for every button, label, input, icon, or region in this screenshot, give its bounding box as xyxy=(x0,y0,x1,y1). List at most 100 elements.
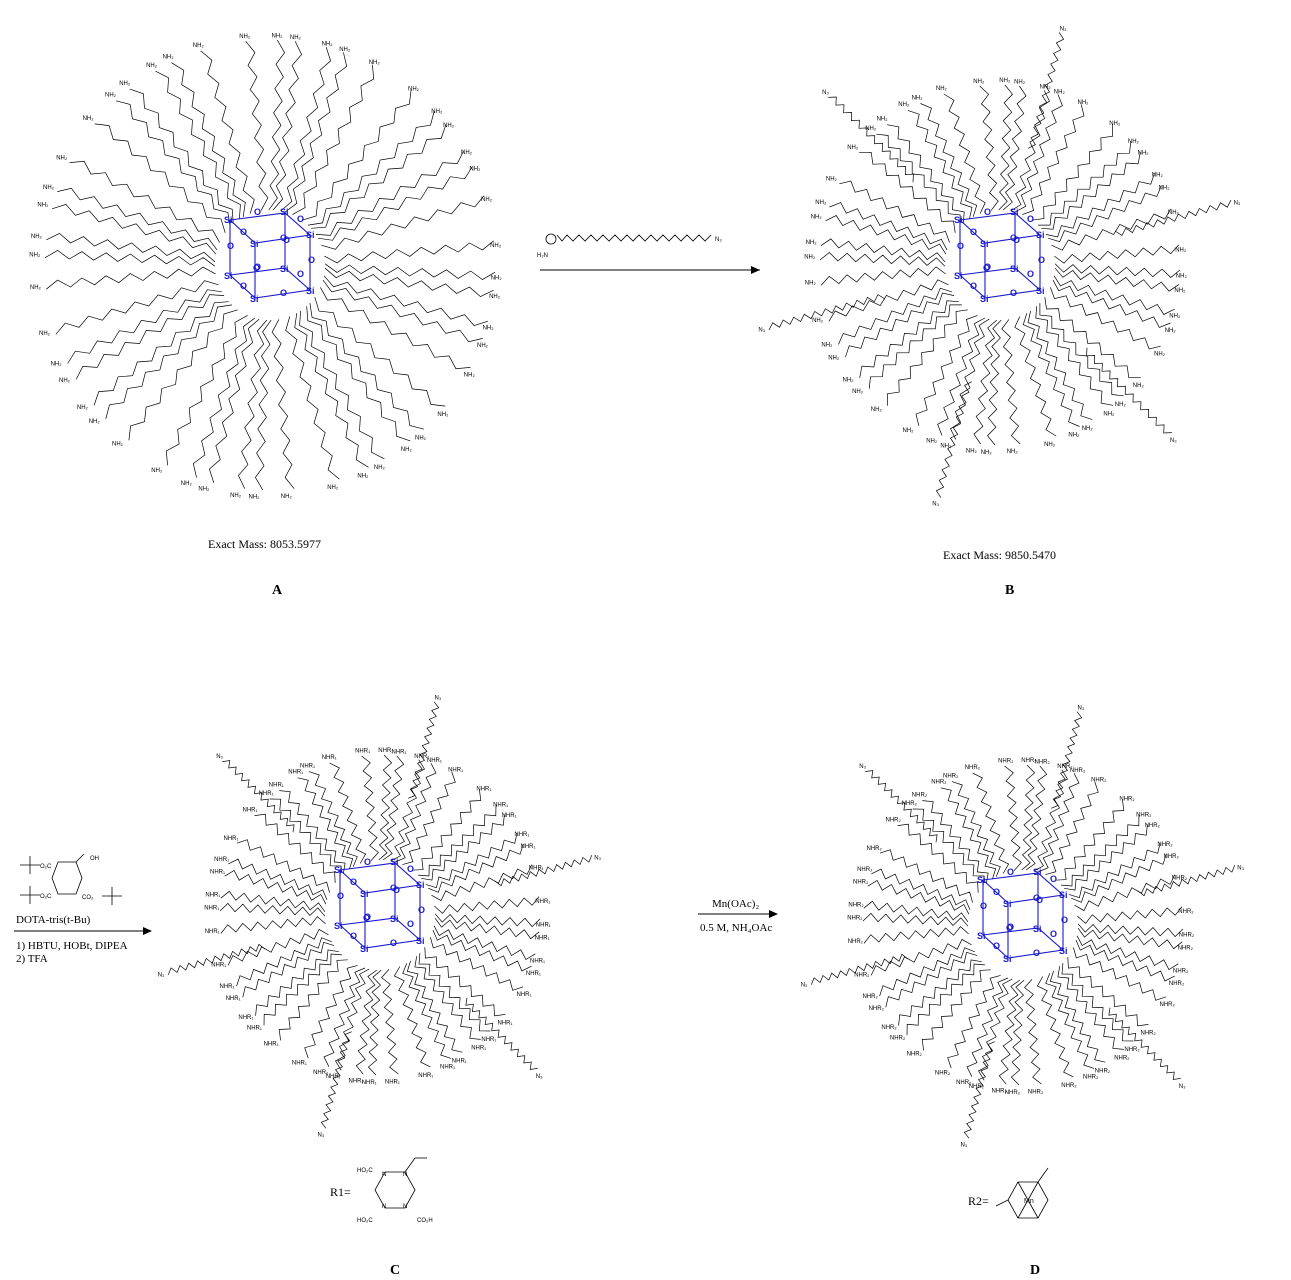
end-group-label: NH₂ xyxy=(1082,426,1094,432)
end-group-label: NH₂ xyxy=(1068,433,1080,439)
end-group-label: NHR₂ xyxy=(931,780,947,786)
arm-chain xyxy=(430,937,524,991)
end-group-label: NH₂ xyxy=(408,87,420,93)
end-group-label: NHR₂ xyxy=(869,1006,885,1012)
arm-chain xyxy=(324,240,494,264)
arm-chain xyxy=(433,925,536,960)
end-group-label: NH₂ xyxy=(43,185,55,191)
arm-chain xyxy=(236,937,332,987)
arm-chain xyxy=(434,917,540,940)
azide-label: N₃ xyxy=(216,754,223,760)
end-group-label: NH₂ xyxy=(804,255,816,261)
end-group-label: NH₂ xyxy=(369,60,381,66)
end-group-label: NHR₂ xyxy=(1061,1083,1077,1089)
end-group-label: NH₂ xyxy=(198,487,210,493)
arm-chain xyxy=(220,916,326,934)
peg-chain xyxy=(935,381,972,498)
peg-chain xyxy=(1137,865,1236,897)
arm-chain xyxy=(394,763,437,863)
arm-chain xyxy=(393,966,431,1068)
arm-chain xyxy=(1014,316,1057,437)
structure-a: NH₂NH₂NH₂NH₂NH₂NH₂NH₂NH₂NH₂NH₂NH₂NH₂NH₂N… xyxy=(29,33,502,500)
end-group-label: NHR₂ xyxy=(1021,758,1037,764)
arm-chain xyxy=(1022,104,1085,215)
end-group-label: NH₂ xyxy=(431,109,443,115)
peg-chain xyxy=(1108,1007,1181,1080)
arm-chain xyxy=(1001,319,1021,445)
peg-chain xyxy=(465,997,538,1070)
end-group-label: NH₂ xyxy=(51,361,63,367)
arm-chain xyxy=(1061,963,1134,1042)
end-group-label: NH₂ xyxy=(239,34,251,40)
arm-chain xyxy=(1077,927,1183,950)
end-group-label: NHR₂ xyxy=(902,801,918,807)
end-group-label: NH₂ xyxy=(966,448,978,454)
end-group-label: NHR₁ xyxy=(452,1058,467,1064)
arm-chain xyxy=(414,956,481,1040)
end-group-label: NHR₁ xyxy=(514,832,529,838)
end-group-label: NH₂ xyxy=(119,81,131,87)
dendrimer-c-arms: NHR₁ NHR₁ NHR₁ NHR₁ NHR₁ NHR₁ NHR₁ NHR₁ NHR₁ NHR₁… xyxy=(158,696,602,1139)
end-group-label: NHR₂ xyxy=(1091,778,1107,784)
end-group-label: NHR₁ xyxy=(259,791,274,797)
arm-chain xyxy=(406,960,463,1053)
azide-label: N₃ xyxy=(932,502,939,508)
dendrimer-d-arms: NHR₂NHR₂NHR₂NHR₂NHR₂NHR₂NHR₂NHR₂NHR₂NHR₂… xyxy=(801,706,1245,1149)
panel-label-d: D xyxy=(1030,1263,1041,1278)
end-group-label: NHR₁ xyxy=(288,770,303,776)
end-group-label: NH₂ xyxy=(1133,383,1145,389)
arm-chain xyxy=(57,187,218,251)
end-group-label: NHR₁ xyxy=(498,1020,513,1026)
arm-chain xyxy=(839,180,950,243)
arm-chain xyxy=(129,88,234,224)
end-group-label: NH₂ xyxy=(1138,151,1150,157)
arm-chain xyxy=(323,275,489,327)
arm-chain xyxy=(421,814,505,881)
r1-acid-2: CO₂H xyxy=(417,1218,433,1224)
arm-chain xyxy=(1074,874,1176,912)
peg-chain xyxy=(167,943,266,975)
end-group-label: NH₂ xyxy=(1168,210,1180,216)
arm-chain xyxy=(425,832,518,889)
arm-chain xyxy=(998,979,1021,1085)
arm-chain xyxy=(1022,313,1080,427)
arm-chain xyxy=(254,813,336,883)
end-group-label: NH₂ xyxy=(812,318,824,324)
arm-chain xyxy=(355,969,378,1075)
arm-chain xyxy=(1035,306,1113,406)
r1-n-1: N xyxy=(382,1172,386,1178)
end-group-label: NH₂ xyxy=(290,35,302,41)
end-group-label: NHR₁ xyxy=(471,1046,486,1052)
reagent-azide: N₃ xyxy=(715,237,722,243)
end-group-label: NH₂ xyxy=(339,47,351,53)
arm-chain xyxy=(862,912,969,927)
r1-acid-1: HO₂C xyxy=(357,1168,373,1174)
arm-chain xyxy=(1037,773,1080,873)
end-group-label: NHR₁ xyxy=(481,1037,496,1043)
arm-chain xyxy=(1010,90,1050,212)
end-group-label: NH₂ xyxy=(327,485,339,491)
arm-chain xyxy=(1075,939,1175,982)
arm-chain xyxy=(285,316,340,480)
arm-chain xyxy=(943,93,986,214)
end-group-label: NHR₁ xyxy=(269,782,284,788)
silsesquioxane-core-b xyxy=(953,206,1046,305)
arm-chain xyxy=(885,951,978,1008)
arm-chain xyxy=(1054,263,1181,278)
end-group-label: NHR₁ xyxy=(526,971,541,977)
end-group-label: NHR₂ xyxy=(886,818,902,824)
end-group-label: NH₂ xyxy=(1152,172,1164,178)
end-group-label: NH₂ xyxy=(940,443,952,449)
end-group-label: NH₂ xyxy=(29,253,41,259)
r2-mn-dota-structure: Mn xyxy=(995,1167,1049,1219)
arm-chain xyxy=(972,772,1010,874)
end-group-label: NHR₁ xyxy=(210,870,225,876)
arm-chain xyxy=(937,317,986,436)
end-group-label: NHR₂ xyxy=(1028,1089,1044,1095)
arm-chain xyxy=(297,777,354,870)
end-group-label: NH₂ xyxy=(105,93,117,99)
r1-n-4: N xyxy=(403,1204,407,1210)
reaction-arrow-1: H₂N N₃ xyxy=(537,233,760,274)
structure-b: NH₂NH₂NH₂NH₂NH₂NH₂NH₂NH₂NH₂NH₂NH₂NH₂NH₂N… xyxy=(758,26,1241,508)
azide-label: N₃ xyxy=(1170,438,1177,444)
